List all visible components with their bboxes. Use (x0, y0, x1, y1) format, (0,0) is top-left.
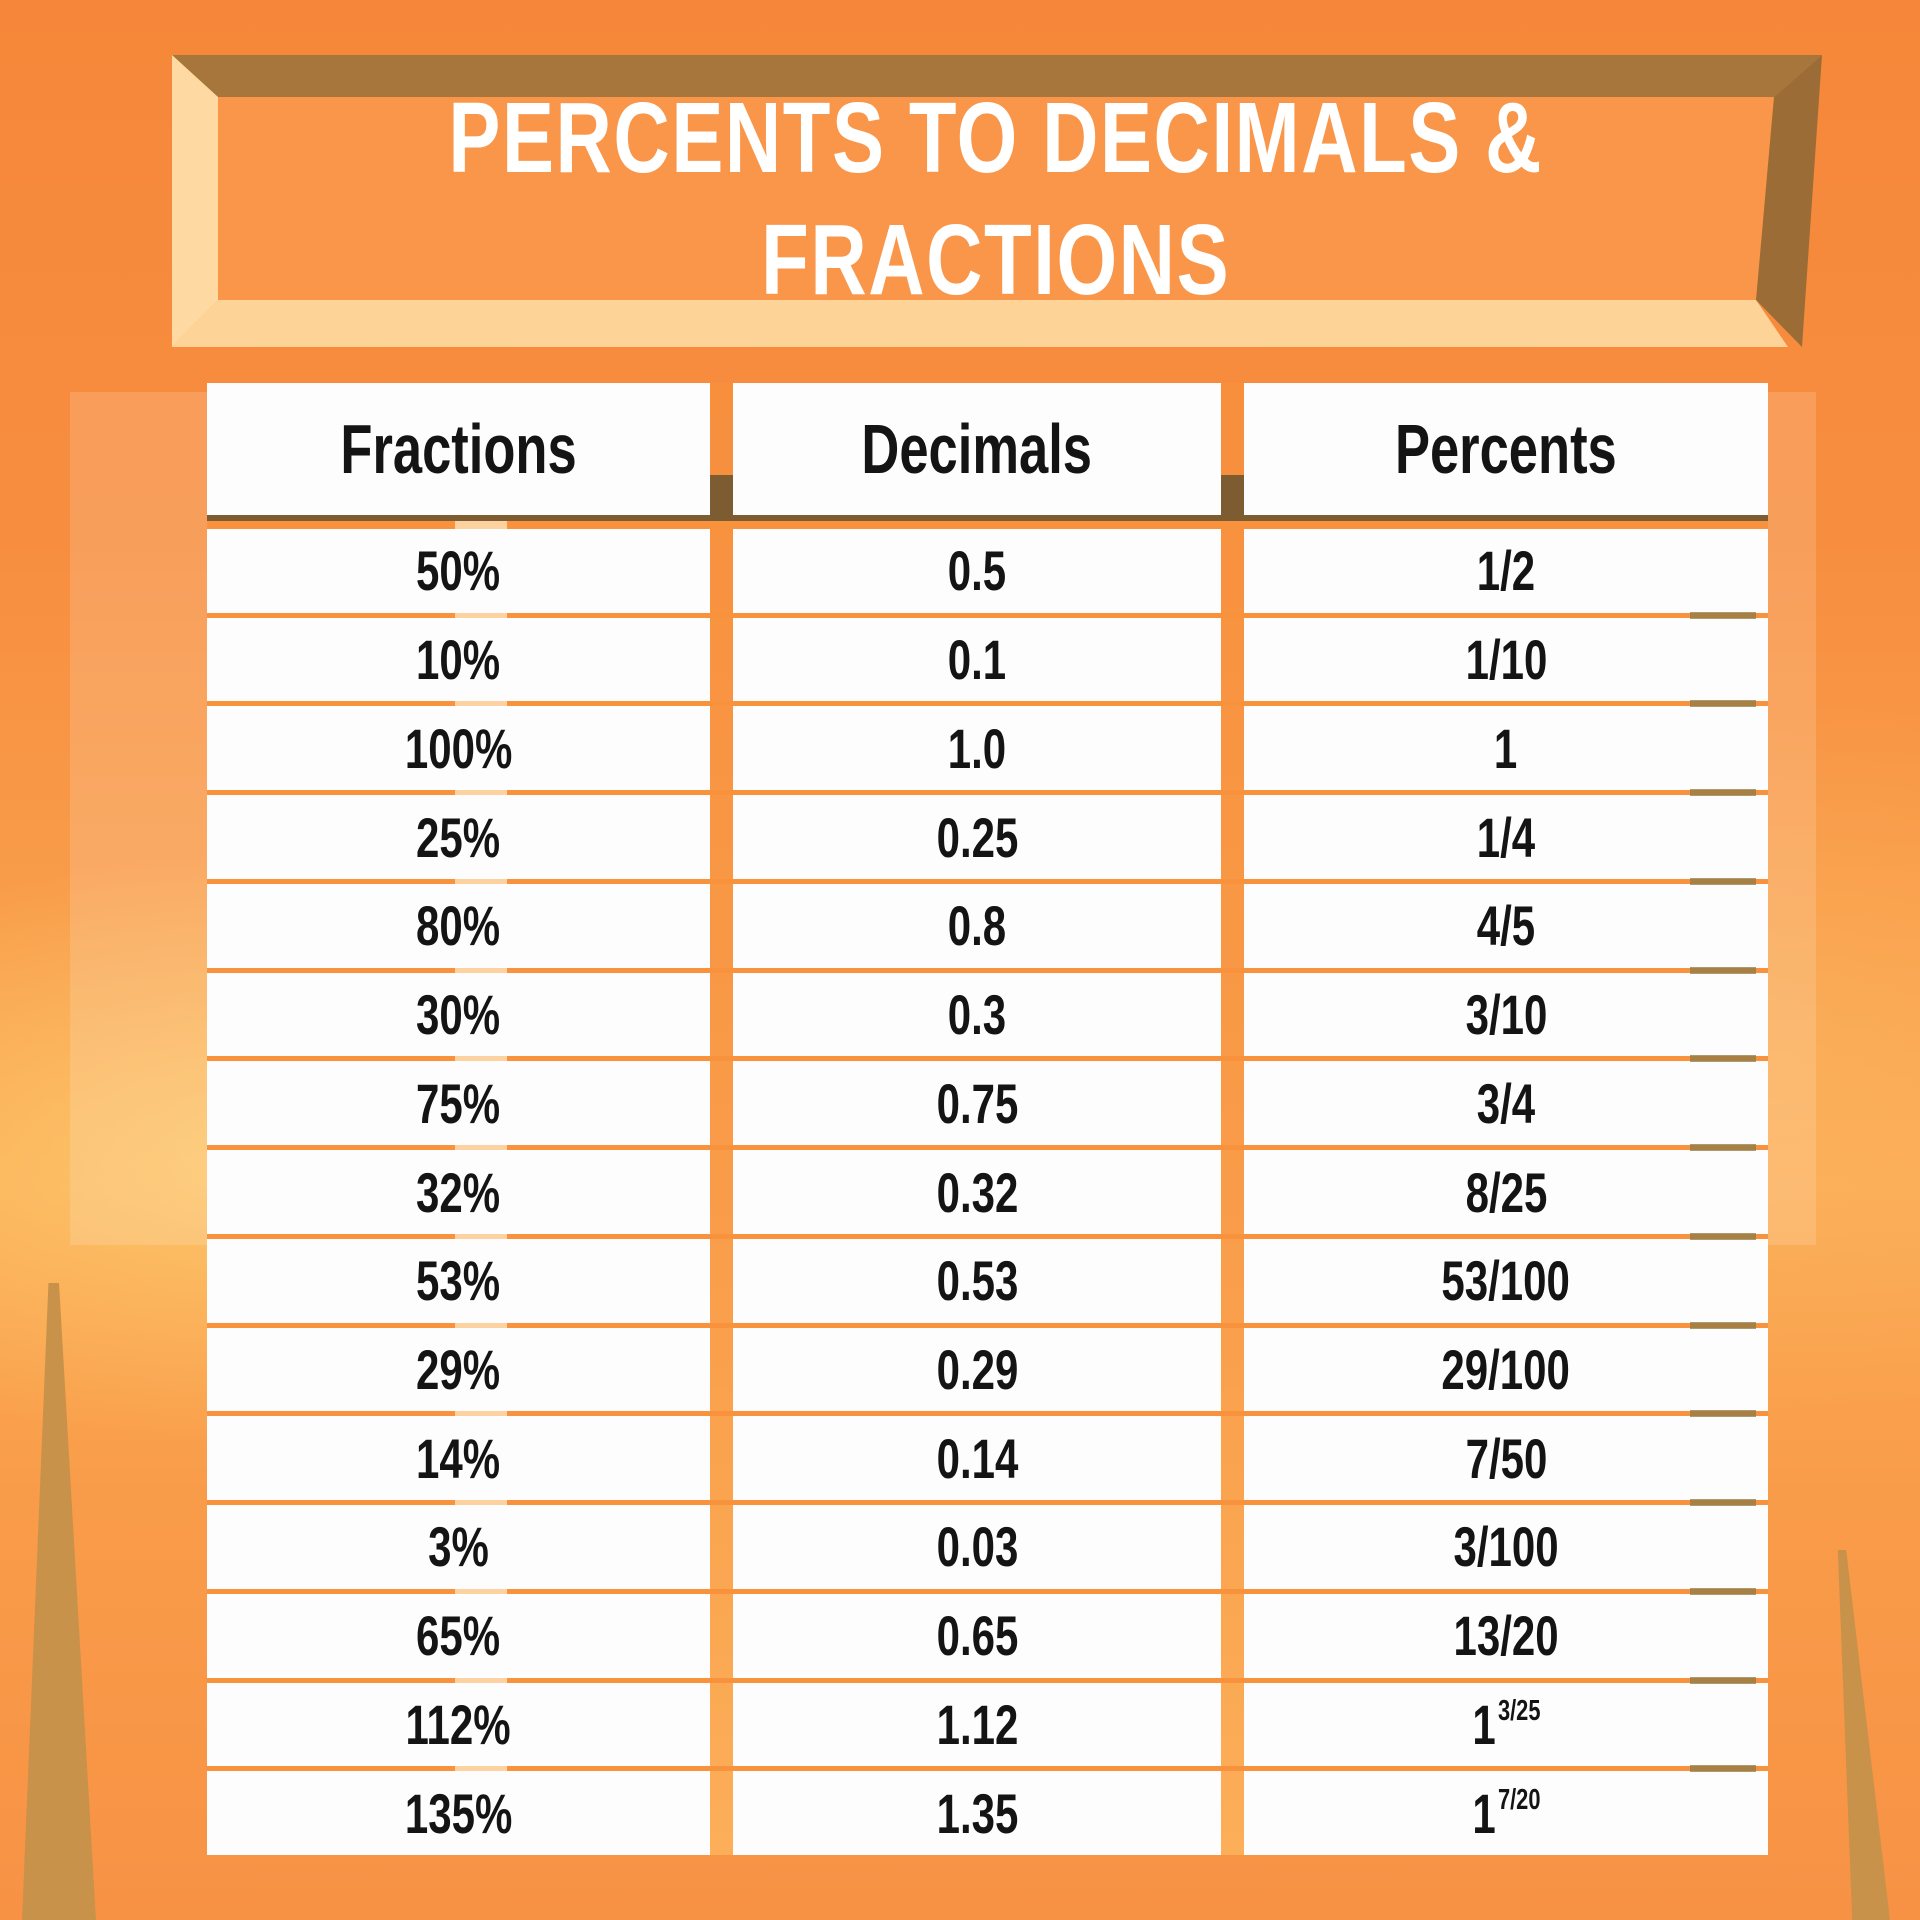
table-row: 80% 0.8 4/5 (207, 877, 1768, 968)
cell-decimals-col: 1.35 (733, 1771, 1221, 1856)
table-row: 3% 0.03 3/100 (207, 1499, 1768, 1589)
cell-fractions-col: 65% (207, 1593, 710, 1678)
cell-fractions-col: 50% (207, 529, 710, 613)
header-decimals: Decimals (733, 383, 1221, 515)
cell-decimals-col: 0.14 (733, 1416, 1221, 1501)
cell-percents-col: 4/5 (1244, 883, 1768, 968)
cell-fractions-col: 3% (207, 1505, 710, 1589)
table-row: 25% 0.25 1/4 (207, 789, 1768, 879)
cell-decimals-col: 0.29 (733, 1327, 1221, 1412)
header-fractions: Fractions (207, 383, 710, 515)
cell-fractions-col: 10% (207, 617, 710, 702)
table-body: 50% 0.5 1/2 10% 0.1 1/10 100% 1.0 1 25% 0.25 1/4 80%… (207, 529, 1768, 1856)
cell-percents-col: 7/50 (1244, 1416, 1768, 1501)
table-row: 10% 0.1 1/10 (207, 611, 1768, 702)
header-gap-notch (1221, 475, 1244, 515)
title-banner: PERCENTS TO DECIMALS & FRACTIONS (172, 55, 1822, 347)
table-row: 65% 0.65 13/20 (207, 1587, 1768, 1678)
header-percents: Percents (1244, 383, 1768, 515)
cell-decimals-col: 0.1 (733, 617, 1221, 702)
banner-frame-left-bevel (172, 55, 218, 347)
header-gap-notch (710, 475, 733, 515)
cell-decimals-col: 0.53 (733, 1238, 1221, 1323)
conversion-table: Fractions Decimals Percents 50% 0.5 1/2 10%… (207, 383, 1768, 1856)
cell-fractions-col: 112% (207, 1682, 710, 1767)
table-row: 50% 0.5 1/2 (207, 529, 1768, 613)
table-row: 100% 1.0 1 (207, 700, 1768, 791)
table-row: 29% 0.29 29/100 (207, 1321, 1768, 1412)
table-row: 30% 0.3 3/10 (207, 966, 1768, 1057)
cell-decimals-col: 0.75 (733, 1061, 1221, 1146)
table-row: 135% 1.35 17/20 (207, 1765, 1768, 1856)
cell-percents-col: 1 (1244, 706, 1768, 791)
cell-percents-col: 1/4 (1244, 795, 1768, 879)
cell-decimals-col: 0.65 (733, 1593, 1221, 1678)
cell-decimals-col: 0.25 (733, 795, 1221, 879)
cell-fractions-col: 135% (207, 1771, 710, 1856)
cell-percents-col: 3/10 (1244, 972, 1768, 1057)
cell-fractions-col: 100% (207, 706, 710, 791)
decorative-spike-left (22, 1283, 96, 1920)
table-row: 14% 0.14 7/50 (207, 1410, 1768, 1501)
cell-percents-col: 8/25 (1244, 1150, 1768, 1234)
cell-percents-col: 1/10 (1244, 617, 1768, 702)
cell-fractions-col: 75% (207, 1061, 710, 1146)
cell-percents-col: 53/100 (1244, 1238, 1768, 1323)
cell-fractions-col: 29% (207, 1327, 710, 1412)
banner-frame-bottom-bevel (172, 300, 1788, 347)
cell-decimals-col: 0.03 (733, 1505, 1221, 1589)
table-row: 112% 1.12 13/25 (207, 1676, 1768, 1767)
cell-decimals-col: 0.32 (733, 1150, 1221, 1234)
cell-decimals-col: 1.0 (733, 706, 1221, 791)
table-row: 53% 0.53 53/100 (207, 1232, 1768, 1323)
page-title-line1: PERCENTS TO DECIMALS & (448, 81, 1544, 194)
cell-fractions-col: 14% (207, 1416, 710, 1501)
cell-decimals-col: 1.12 (733, 1682, 1221, 1767)
cell-fractions-col: 53% (207, 1238, 710, 1323)
cell-fractions-col: 80% (207, 883, 710, 968)
page-title: PERCENTS TO DECIMALS & FRACTIONS (218, 82, 1774, 316)
banner-frame (172, 55, 1822, 347)
cell-fractions-col: 25% (207, 795, 710, 879)
decorative-spike-right (1837, 1550, 1890, 1920)
cell-fractions-col: 32% (207, 1150, 710, 1234)
cell-percents-col: 3/100 (1244, 1505, 1768, 1589)
mixed-number-superscript: 7/20 (1497, 1783, 1541, 1816)
cell-percents-col: 3/4 (1244, 1061, 1768, 1146)
banner-frame-right-bevel (1756, 55, 1822, 347)
cell-percents-col: 29/100 (1244, 1327, 1768, 1412)
cell-decimals-col: 0.3 (733, 972, 1221, 1057)
cell-fractions-col: 30% (207, 972, 710, 1057)
banner-frame-inner-panel (218, 97, 1774, 300)
page-title-line2: FRACTIONS (761, 203, 1231, 316)
banner-frame-top-bevel (172, 55, 1822, 97)
cell-percents-col: 13/20 (1244, 1593, 1768, 1678)
header-divider-line (207, 515, 1768, 529)
table-header-row: Fractions Decimals Percents (207, 383, 1768, 515)
cell-decimals-col: 0.5 (733, 529, 1221, 613)
cell-percents-col: 1/2 (1244, 529, 1768, 613)
table-row: 75% 0.75 3/4 (207, 1055, 1768, 1146)
table-row: 32% 0.32 8/25 (207, 1144, 1768, 1234)
cell-percents-col: 17/20 (1244, 1771, 1768, 1856)
mixed-number-superscript: 3/25 (1497, 1695, 1541, 1728)
cell-percents-col: 13/25 (1244, 1682, 1768, 1767)
cell-decimals-col: 0.8 (733, 883, 1221, 968)
